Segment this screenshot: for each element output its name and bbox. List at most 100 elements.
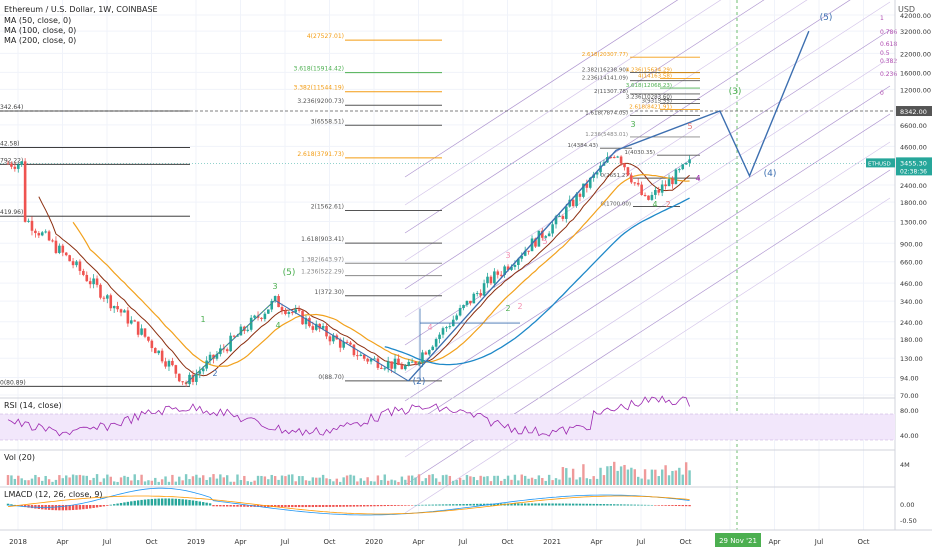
macd-hist-bar <box>684 505 688 507</box>
macd-hist-bar <box>61 505 65 511</box>
indicator-ma50[interactable]: MA (50, close, 0) <box>4 16 71 25</box>
candle-body <box>397 358 400 366</box>
candle-body <box>383 368 387 370</box>
candle-body <box>493 271 496 284</box>
macd-hist-bar <box>222 505 225 507</box>
indicator-ma100[interactable]: MA (100, close, 0) <box>4 26 76 35</box>
candle-body <box>304 318 308 325</box>
macd-title[interactable]: LMACD (12, 26, close, 9) <box>4 490 103 499</box>
price-tick-label: 22000.00 <box>900 50 931 58</box>
candle-body <box>650 194 654 200</box>
candle-body <box>664 184 667 187</box>
macd-hist-bar <box>510 503 513 506</box>
fib-level-label: 1(372.30) <box>315 289 345 296</box>
macd-hist-bar <box>428 504 431 506</box>
volume-bar <box>157 481 160 485</box>
candle-body <box>376 358 380 368</box>
time-tick-label: Jul <box>814 538 824 546</box>
candle-body <box>616 156 619 158</box>
volume-bar <box>68 477 71 485</box>
candle-body <box>174 365 178 374</box>
volume-bar <box>489 481 493 485</box>
candle-body <box>588 177 592 188</box>
macd-hist-bar <box>140 499 143 506</box>
macd-hist-bar <box>27 505 30 508</box>
volume-bar <box>284 476 287 485</box>
time-tick-label: Apr <box>234 538 246 546</box>
symbol-title[interactable]: Ethereum / U.S. Dollar, 1W, COINBASE <box>4 5 158 14</box>
volume-bar <box>493 475 496 485</box>
candle-body <box>482 283 486 296</box>
wave-label: 4 <box>427 323 432 332</box>
candle-body <box>297 309 301 311</box>
macd-hist-bar <box>287 505 291 508</box>
fib-level-label: 3(6558.51) <box>311 118 344 125</box>
macd-hist-bar <box>126 501 130 506</box>
volume-bar <box>65 475 68 485</box>
volume-bar <box>383 474 386 485</box>
volume-bar <box>578 477 582 485</box>
fan-level-label: 0.236 <box>880 71 897 78</box>
macd-hist-bar <box>291 505 294 508</box>
macd-hist-bar <box>58 505 61 511</box>
candle-body <box>578 193 582 197</box>
candle-body <box>472 293 476 304</box>
volume-bar <box>369 481 373 485</box>
volume-bar <box>575 479 578 485</box>
vol-title[interactable]: Vol (20) <box>4 453 35 462</box>
volume-bar <box>30 478 34 485</box>
fib-right-label: 1.618(7874.05) <box>585 110 628 116</box>
candle-body <box>558 216 561 218</box>
rsi-title[interactable]: RSI (14, close) <box>4 401 62 410</box>
volume-bar <box>342 477 345 485</box>
macd-hist-bar <box>160 498 164 506</box>
volume-bar <box>424 478 428 485</box>
macd-hist-bar <box>438 504 441 506</box>
macd-hist-bar <box>551 503 554 506</box>
macd-hist-bar <box>647 504 650 506</box>
wave-label: 2 <box>517 302 522 311</box>
macd-hist-bar <box>650 504 654 506</box>
time-tick-label: Apr <box>590 538 602 546</box>
candle-body <box>82 270 85 275</box>
volume-bar <box>291 474 294 485</box>
volume-bar <box>609 465 613 485</box>
macd-hist-bar <box>520 503 523 506</box>
wave-label: (5) <box>283 268 296 278</box>
macd-hist-bar <box>226 505 229 507</box>
volume-bar <box>171 474 174 485</box>
macd-hist-bar <box>308 505 311 508</box>
volume-bar <box>681 474 684 485</box>
candle-body <box>489 276 493 284</box>
macd-hist-bar <box>476 503 479 506</box>
candle-body <box>177 373 181 382</box>
candle-body <box>568 199 572 207</box>
candle-body <box>678 169 681 171</box>
volume-bar <box>126 476 130 485</box>
channel-line <box>404 0 679 178</box>
volume-bar <box>188 479 191 485</box>
volume-bar <box>297 476 301 485</box>
macd-hist-bar <box>417 504 421 506</box>
candle-body <box>619 156 623 164</box>
volume-bar <box>41 480 44 485</box>
macd-hist-bar <box>78 505 82 510</box>
candle-body <box>112 306 116 309</box>
volume-bar <box>208 477 212 485</box>
macd-hist-bar <box>208 503 212 506</box>
indicator-ma200[interactable]: MA (200, close, 0) <box>4 36 76 45</box>
macd-hist-bar <box>13 504 17 506</box>
volume-bar <box>202 475 205 485</box>
volume-bar <box>513 474 517 485</box>
candle-body <box>626 167 630 176</box>
macd-hist-bar <box>414 504 417 506</box>
channel-line <box>404 1 891 318</box>
fib-level-label: 1.236(522.29) <box>301 269 344 276</box>
macd-hist-bar <box>431 504 434 506</box>
countdown-text: 02:38:36 <box>900 168 927 175</box>
macd-hist-bar <box>376 505 380 507</box>
current-price-text: 3455.30 <box>900 159 927 167</box>
candle-body <box>554 216 558 225</box>
price-tick-label: 1300.00 <box>900 218 927 226</box>
